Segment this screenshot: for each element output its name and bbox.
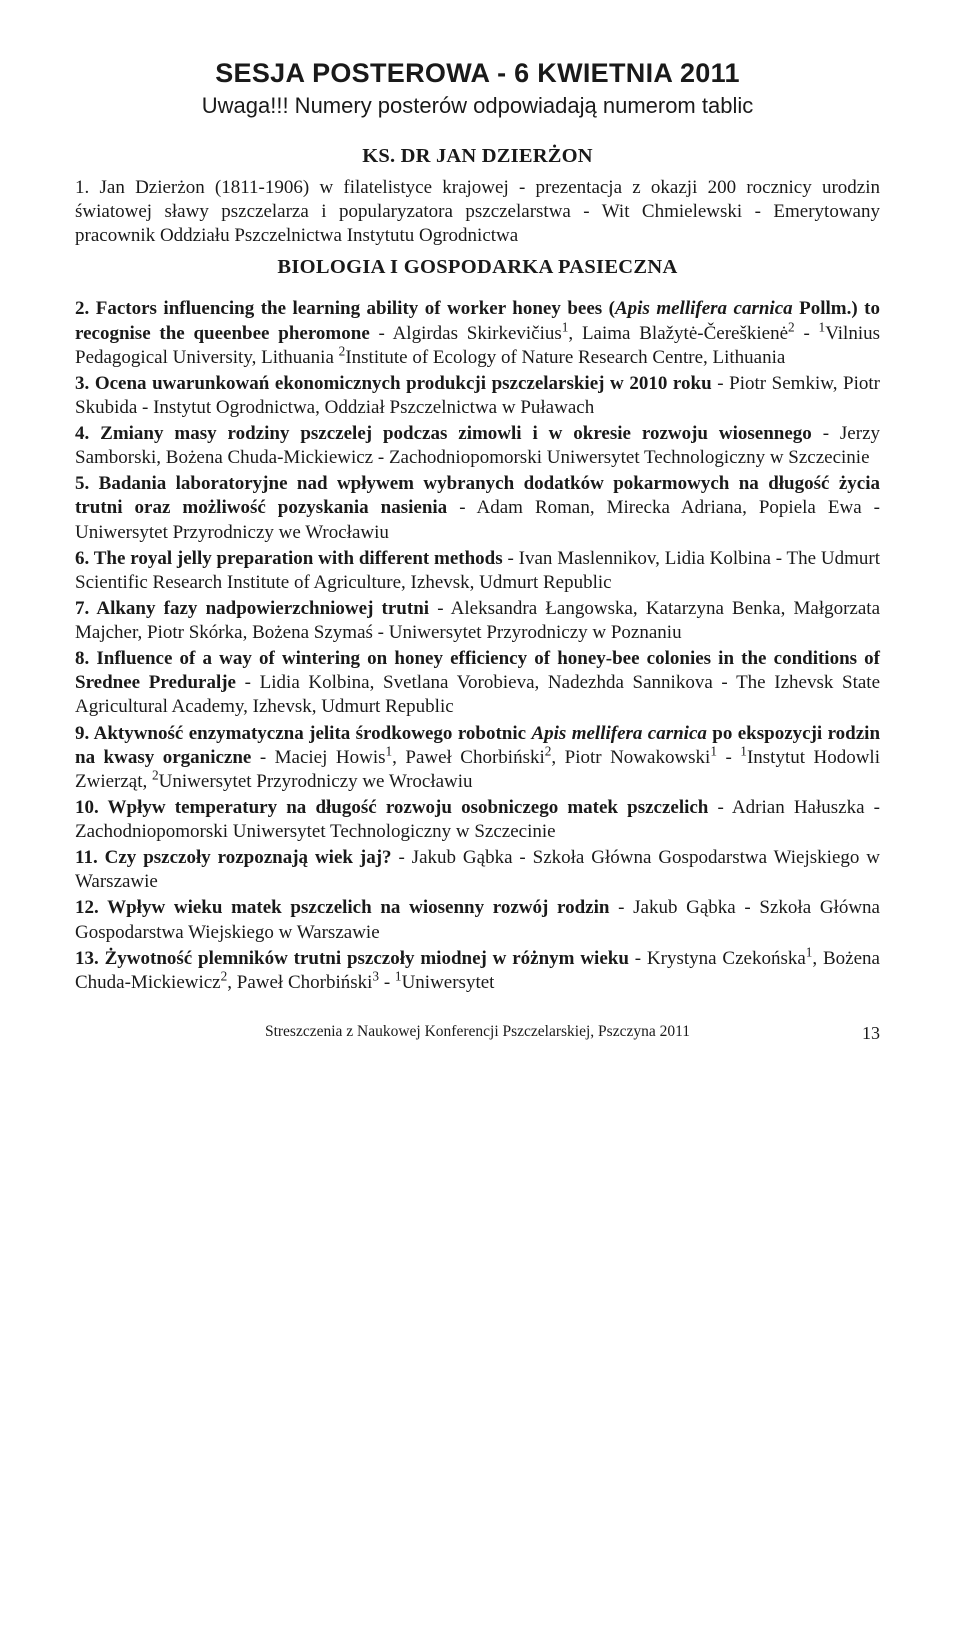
item-number: 3.: [75, 373, 95, 394]
list-item: 6. The royal jelly preparation with diff…: [75, 547, 880, 595]
item-number: 1.: [75, 177, 89, 198]
list-item: 5. Badania laboratoryjne nad wpływem wyb…: [75, 472, 880, 544]
item-number: 9.: [75, 723, 94, 744]
item-1: 1. Jan Dzierżon (1811-1906) w filatelist…: [75, 176, 880, 248]
page-number: 13: [862, 1023, 880, 1044]
items-list: 2. Factors influencing the learning abil…: [75, 297, 880, 995]
main-title: SESJA POSTEROWA - 6 KWIETNIA 2011: [75, 58, 880, 89]
list-item: 7. Alkany fazy nadpowierzchniowej trutni…: [75, 597, 880, 645]
item-number: 13.: [75, 948, 105, 969]
item-number: 12.: [75, 897, 107, 918]
item-title: Czy pszczoły rozpoznają wiek jaj?: [105, 847, 392, 868]
item-title: Zmiany masy rodziny pszczelej podczas zi…: [100, 423, 812, 444]
item-number: 2.: [75, 298, 96, 319]
list-item: 3. Ocena uwarunkowań ekonomicznych produ…: [75, 372, 880, 420]
list-item: 12. Wpływ wieku matek pszczelich na wios…: [75, 896, 880, 944]
item-number: 4.: [75, 423, 100, 444]
person-heading: KS. DR JAN DZIERŻON: [75, 145, 880, 168]
item-number: 6.: [75, 548, 94, 569]
item-title: Wpływ wieku matek pszczelich na wiosenny…: [107, 897, 609, 918]
item-number: 10.: [75, 797, 108, 818]
list-item: 8. Influence of a way of wintering on ho…: [75, 647, 880, 719]
list-item: 13. Żywotność plemników trutni pszczoły …: [75, 947, 880, 995]
item-number: 5.: [75, 473, 99, 494]
list-item: 10. Wpływ temperatury na długość rozwoju…: [75, 796, 880, 844]
list-item: 9. Aktywność enzymatyczna jelita środkow…: [75, 722, 880, 794]
list-item: 4. Zmiany masy rodziny pszczelej podczas…: [75, 422, 880, 470]
item-number: 7.: [75, 598, 96, 619]
item-title: The royal jelly preparation with differe…: [94, 548, 503, 569]
document-page: SESJA POSTEROWA - 6 KWIETNIA 2011 Uwaga!…: [0, 0, 960, 1081]
item-title: Wpływ temperatury na długość rozwoju oso…: [108, 797, 709, 818]
item-title: Alkany fazy nadpowierzchniowej trutni: [96, 598, 429, 619]
page-footer: Streszczenia z Naukowej Konferencji Pszc…: [75, 1023, 880, 1041]
subtitle: Uwaga!!! Numery posterów odpowiadają num…: [75, 93, 880, 119]
item-title: Ocena uwarunkowań ekonomicznych produkcj…: [95, 373, 712, 394]
footer-text: Streszczenia z Naukowej Konferencji Pszc…: [265, 1023, 690, 1040]
list-item: 11. Czy pszczoły rozpoznają wiek jaj? - …: [75, 846, 880, 894]
section-heading: BIOLOGIA I GOSPODARKA PASIECZNA: [75, 256, 880, 279]
item-title: Żywotność plemników trutni pszczoły miod…: [105, 948, 629, 969]
item-number: 11.: [75, 847, 105, 868]
list-item: 2. Factors influencing the learning abil…: [75, 297, 880, 369]
item-number: 8.: [75, 648, 96, 669]
